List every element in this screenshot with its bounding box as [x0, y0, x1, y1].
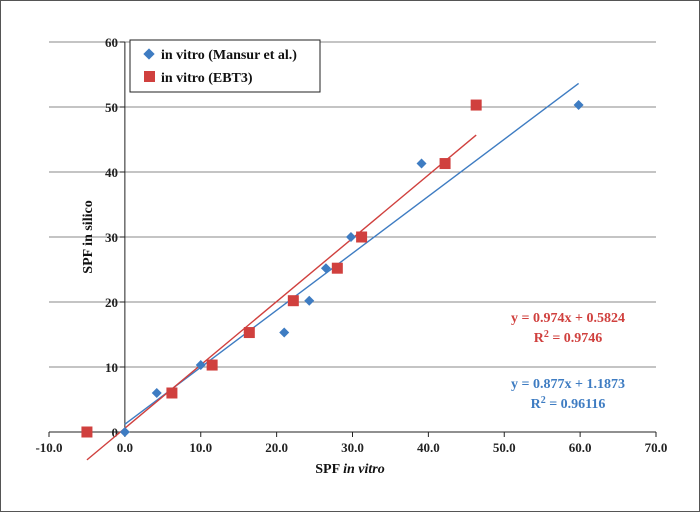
y-axis-title: SPF in silico [81, 200, 96, 273]
legend-marker-ebt3 [144, 71, 155, 82]
x-tick-label: -10.0 [35, 440, 62, 455]
x-tick-label: 40.0 [417, 440, 440, 455]
y-tick-label: 20 [105, 295, 118, 310]
legend-box [129, 39, 321, 93]
equation-ebt3: y = 0.974x + 0.5824 [511, 311, 625, 326]
legend-label-ebt3: in vitro (EBT3) [161, 71, 253, 86]
point-mansur [345, 232, 356, 242]
x-axis-title-prefix: SPF [315, 462, 343, 477]
point-ebt3 [81, 426, 93, 438]
legend-label-mansur: in vitro (Mansur et al.) [161, 48, 297, 63]
x-tick-label: 10.0 [189, 440, 212, 455]
x-tick-label: 30.0 [341, 440, 364, 455]
r2-mansur-label: R [531, 397, 542, 412]
x-tick-label: 60.0 [569, 440, 592, 455]
point-ebt3 [243, 327, 255, 339]
point-ebt3 [356, 231, 368, 243]
x-axis-title: SPF in vitro [315, 462, 385, 477]
r2-mansur: R2 = 0.96116 [531, 395, 606, 413]
x-tick-label: 70.0 [645, 440, 668, 455]
point-mansur [304, 295, 315, 306]
point-ebt3 [287, 295, 299, 307]
point-mansur [573, 100, 584, 111]
x-tick-label: 0.0 [117, 440, 133, 455]
x-tick-labels: -10.0 0.0 10.0 20.0 30.0 40.0 50.0 60.0 70.0 [35, 432, 667, 455]
trend-equation-ebt3: y = 0.974x + 0.5824 R2 = 0.9746 [511, 311, 625, 346]
r2-mansur-superscript: 2 [541, 395, 546, 406]
point-mansur [320, 263, 331, 274]
equation-mansur: y = 0.877x + 1.1873 [511, 377, 625, 392]
point-ebt3 [166, 387, 178, 399]
y-tick-label: 60 [105, 35, 118, 50]
y-tick-label: 40 [105, 165, 118, 180]
point-ebt3 [331, 262, 343, 274]
r2-ebt3-label: R [534, 331, 545, 346]
trendline-mansur [124, 82, 580, 425]
point-mansur [416, 158, 427, 169]
y-tick-label: 10 [105, 360, 118, 375]
r2-ebt3-superscript: 2 [544, 329, 549, 340]
r2-ebt3: R2 = 0.9746 [534, 329, 603, 347]
point-ebt3 [206, 359, 218, 371]
legend-marker-mansur [143, 48, 155, 60]
point-ebt3 [470, 99, 482, 111]
legend: in vitro (Mansur et al.) in vitro (EBT3) [129, 39, 321, 93]
point-mansur [151, 388, 162, 398]
point-mansur [279, 327, 290, 338]
point-mansur [119, 427, 130, 437]
point-mansur [195, 360, 206, 371]
y-tick-label: 0 [112, 425, 119, 440]
x-axis-title-italic: in vitro [343, 462, 385, 477]
y-tick-labels: 0 10 20 30 40 50 60 [105, 35, 125, 440]
point-ebt3 [439, 158, 451, 170]
trendline-ebt3 [86, 134, 477, 461]
y-tick-label: 30 [105, 230, 118, 245]
data-points [81, 99, 584, 438]
r2-mansur-value: = 0.96116 [546, 397, 606, 412]
x-tick-label: 20.0 [265, 440, 288, 455]
r2-ebt3-value: = 0.9746 [549, 331, 602, 346]
x-tick-label: 50.0 [493, 440, 516, 455]
y-tick-label: 50 [105, 100, 118, 115]
trend-equation-mansur: y = 0.877x + 1.1873 R2 = 0.96116 [511, 377, 625, 412]
